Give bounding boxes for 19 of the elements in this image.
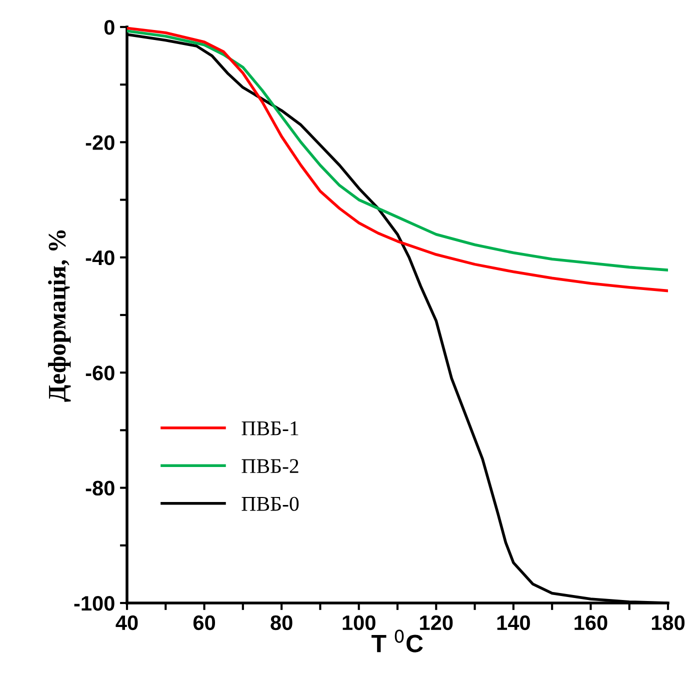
x-tick-label: 140 bbox=[497, 615, 530, 630]
y-axis-title: Деформація, % bbox=[48, 230, 71, 402]
x-tick-label: 180 bbox=[652, 615, 685, 630]
x-tick-label: 40 bbox=[116, 615, 138, 630]
x-tick-label: 80 bbox=[270, 615, 292, 630]
x-tick-label: 160 bbox=[574, 615, 608, 630]
x-tick-label: 60 bbox=[193, 615, 216, 630]
y-tick-label: -60 bbox=[86, 366, 114, 380]
y-tick-label: -40 bbox=[86, 250, 114, 266]
legend-label: ПВБ-0 bbox=[242, 496, 299, 511]
y-tick-label: -20 bbox=[86, 135, 114, 150]
y-tick-label: -100 bbox=[74, 596, 114, 611]
x-tick-label: 120 bbox=[420, 615, 453, 630]
x-axis-title: T $^{0}$C bbox=[372, 630, 423, 652]
legend-label: ПВБ-1 bbox=[242, 421, 298, 436]
y-tick-label: -80 bbox=[86, 480, 114, 496]
x-tick-label: 100 bbox=[342, 615, 376, 630]
y-tick-label: 0 bbox=[104, 20, 114, 35]
legend-label: ПВБ-2 bbox=[242, 459, 298, 473]
